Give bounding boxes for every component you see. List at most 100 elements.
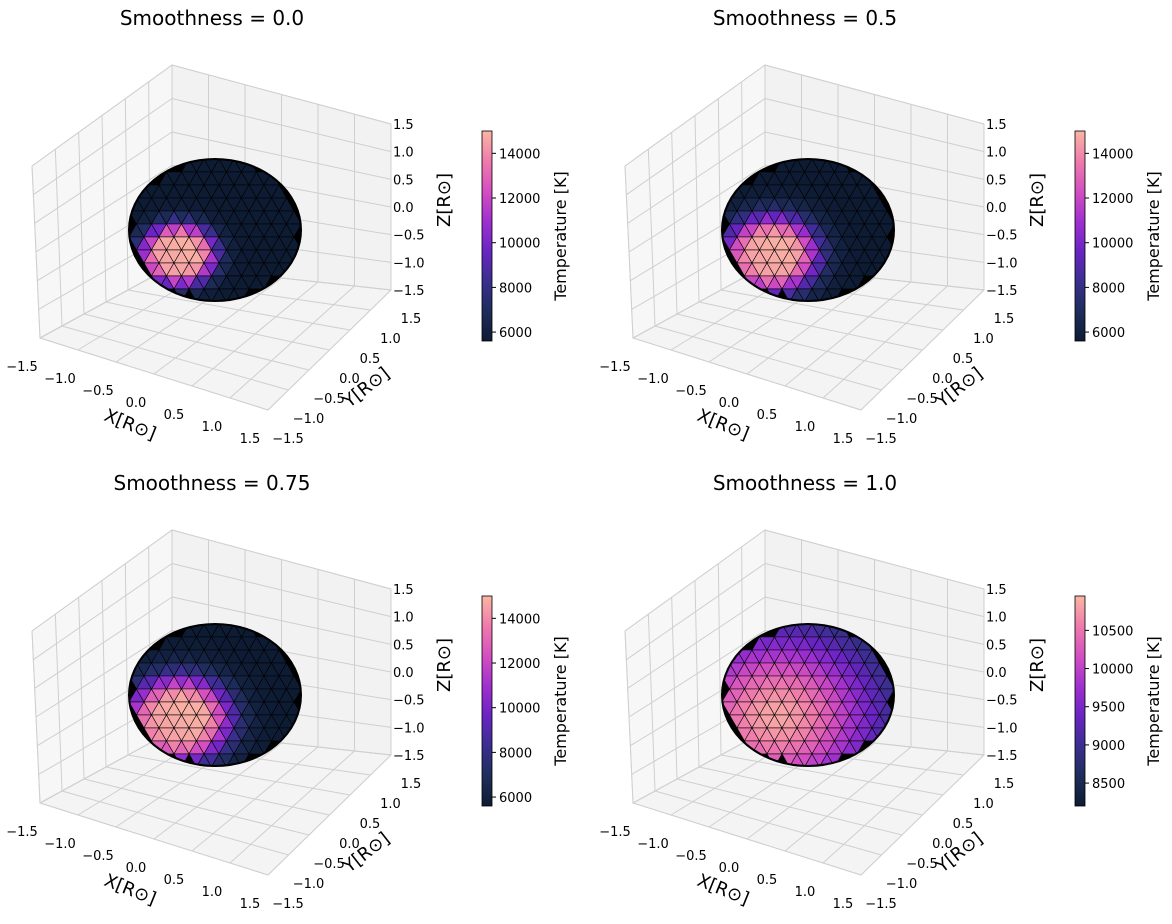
surface-facet [285, 688, 300, 703]
colorbar [1074, 130, 1086, 342]
z-tick-label: 0.0 [393, 201, 414, 216]
x-tick-label: −1.5 [6, 825, 38, 840]
z-axis-label: Z[R⊙] [434, 173, 455, 227]
surface-facet [848, 275, 866, 290]
x-tick-label: −0.5 [675, 849, 707, 864]
colorbar-tick-label: 10000 [499, 237, 540, 252]
y-tick-label: 0.0 [339, 837, 360, 852]
y-tick-label: −1.5 [865, 432, 897, 447]
z-tick-label: −0.5 [393, 229, 425, 244]
colorbar-tick-label: 8000 [499, 746, 532, 761]
y-tick-label: 1.5 [994, 312, 1015, 327]
gridline [171, 563, 392, 618]
colorbar-tick-label: 10000 [1092, 237, 1133, 252]
y-tick-label: 0.5 [953, 352, 974, 367]
y-tick-label: 1.0 [380, 797, 401, 812]
colorbar-tick-label: 6000 [499, 326, 532, 341]
x-axis-label: X[R⊙] [101, 405, 159, 445]
z-tick-label: −1.0 [986, 256, 1018, 271]
x-tick-label: 1.5 [833, 432, 854, 447]
colorbar-tick-label: 10000 [1092, 663, 1133, 678]
y-tick-label: −0.5 [313, 857, 345, 872]
gridline [33, 563, 173, 661]
gridline [626, 98, 766, 196]
x-tick-label: −1.5 [599, 360, 631, 375]
x-tick-label: −1.5 [6, 360, 38, 375]
x-tick-label: −0.5 [82, 384, 114, 399]
colorbar-tick-label: 8500 [1092, 777, 1125, 792]
x-tick-label: 1.5 [833, 897, 854, 912]
z-tick-label: 0.0 [986, 666, 1007, 681]
y-axis-label: Y[R⊙] [339, 363, 394, 413]
z-tick-label: −1.0 [393, 721, 425, 736]
x-tick-label: 0.5 [164, 408, 185, 423]
subplot-title: Smoothness = 1.0 [713, 471, 897, 495]
z-tick-label: 0.5 [986, 638, 1007, 653]
z-tick-label: −1.5 [393, 284, 425, 299]
subplot-title: Smoothness = 0.75 [114, 471, 311, 495]
x-tick-label: 0.5 [757, 873, 778, 888]
z-tick-label: −1.5 [393, 749, 425, 764]
colorbar [481, 130, 493, 342]
gridline [31, 64, 173, 167]
z-tick-label: 1.0 [986, 146, 1007, 161]
colorbar-tick-label: 12000 [1092, 192, 1133, 207]
surface-facet [826, 288, 843, 300]
subplot-1: Smoothness = 0.0−1.5−1.0−0.50.00.51.01.5… [6, 6, 570, 447]
z-tick-label: 0.5 [393, 638, 414, 653]
z-tick-label: −1.0 [393, 256, 425, 271]
colorbar-tick-label: 10500 [1092, 624, 1133, 639]
y-tick-label: −1.5 [272, 897, 304, 912]
sphere-rim [721, 158, 895, 302]
z-tick-label: 1.0 [986, 611, 1007, 626]
x-tick-label: 0.5 [164, 873, 185, 888]
surface-facet [255, 740, 273, 755]
z-tick-label: −1.5 [986, 284, 1018, 299]
x-tick-label: 0.0 [719, 861, 740, 876]
colorbar-tick-label: 6000 [1092, 326, 1125, 341]
x-tick-label: −1.0 [44, 372, 76, 387]
z-tick-label: −1.0 [986, 721, 1018, 736]
x-tick-label: −1.5 [599, 825, 631, 840]
gridline [624, 529, 766, 632]
colorbar-label: Temperature [K] [1144, 636, 1163, 766]
x-tick-label: −0.5 [675, 384, 707, 399]
y-tick-label: 1.0 [973, 332, 994, 347]
y-tick-label: 0.0 [932, 837, 953, 852]
gridline [624, 64, 766, 167]
colorbar-tick-label: 8000 [1092, 281, 1125, 296]
gridline [764, 529, 985, 590]
y-tick-label: −1.0 [886, 877, 918, 892]
surface-facet [878, 223, 893, 238]
z-tick-label: 1.5 [393, 583, 414, 598]
colorbar-tick-label: 10000 [499, 702, 540, 717]
y-axis-label: Y[R⊙] [932, 363, 987, 413]
x-axis-label: X[R⊙] [101, 870, 159, 910]
surface-facet [255, 275, 273, 290]
z-tick-label: −0.5 [393, 694, 425, 709]
z-tick-label: 1.5 [986, 583, 1007, 598]
z-tick-label: −1.5 [986, 749, 1018, 764]
y-tick-label: 0.5 [360, 817, 381, 832]
x-tick-label: 1.0 [202, 420, 223, 435]
x-tick-label: −1.0 [44, 837, 76, 852]
surface-facet [285, 223, 300, 238]
gridline [764, 64, 985, 125]
subplot-4: Smoothness = 1.0 −1.5 −1.0 −0.5 0.0 0.5 1.0 1.5… [599, 471, 1163, 912]
sphere-rim [128, 158, 302, 302]
x-tick-label: 0.0 [126, 861, 147, 876]
gridline [31, 165, 41, 339]
gridline [171, 64, 392, 125]
z-tick-label: 1.0 [393, 146, 414, 161]
subplot-title: Smoothness = 0.5 [713, 6, 897, 30]
y-tick-label: −1.5 [865, 897, 897, 912]
gridline [171, 98, 392, 153]
gridline [764, 98, 985, 153]
colorbar-label: Temperature [K] [1144, 171, 1163, 301]
colorbar-tick-label: 12000 [499, 192, 540, 207]
gridline [33, 98, 173, 196]
x-tick-label: −1.0 [637, 837, 669, 852]
colorbar-tick-label: 14000 [499, 612, 540, 627]
x-tick-label: 0.0 [126, 396, 147, 411]
y-tick-label: −1.0 [293, 412, 325, 427]
